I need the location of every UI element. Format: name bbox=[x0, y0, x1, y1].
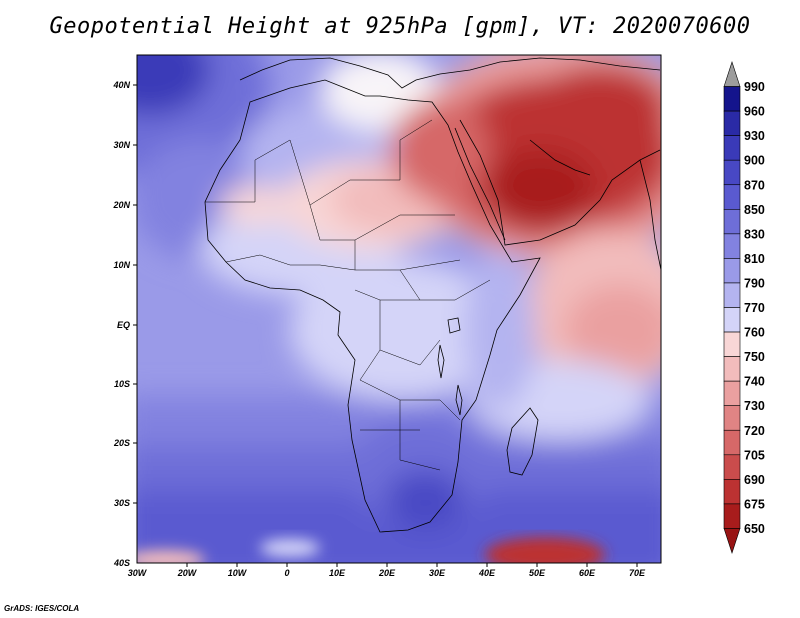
colorbar-level-label: 720 bbox=[744, 424, 765, 438]
africa-coastline bbox=[204, 79, 541, 533]
colorbar-segment bbox=[723, 233, 741, 259]
colorbar-segment bbox=[723, 135, 741, 161]
colorbar-segment bbox=[723, 380, 741, 406]
colorbar-segment bbox=[723, 356, 741, 382]
lat-label: EQ bbox=[117, 320, 130, 330]
lon-label: 40E bbox=[478, 568, 496, 578]
colorbar-level-label: 675 bbox=[744, 497, 765, 511]
colorbar-segment bbox=[723, 209, 741, 235]
colorbar-segment bbox=[723, 454, 741, 480]
colorbar-level-label: 790 bbox=[744, 276, 765, 290]
grads-credit: GrADS: IGES/COLA bbox=[4, 604, 80, 613]
colorbar-segment bbox=[723, 282, 741, 308]
colorbar-level-label: 960 bbox=[744, 105, 765, 119]
lon-label: 10E bbox=[329, 568, 346, 578]
colorbar-cap-top bbox=[723, 61, 741, 87]
lat-label: 20N bbox=[112, 200, 130, 210]
lat-label: 20S bbox=[113, 438, 130, 448]
colorbar-segment bbox=[723, 331, 741, 357]
arabia-coastline bbox=[459, 119, 661, 246]
colorbar-level-label: 740 bbox=[744, 375, 765, 389]
colorbar-level-label: 690 bbox=[744, 473, 765, 487]
lon-label: 0 bbox=[284, 568, 289, 578]
lon-label: 20W bbox=[177, 568, 198, 578]
persian-gulf-coast bbox=[529, 139, 591, 176]
lon-label: 50E bbox=[529, 568, 546, 578]
colorbar-segment bbox=[723, 503, 741, 529]
lon-label: 30W bbox=[128, 568, 148, 578]
page-title: Geopotential Height at 925hPa [gpm], VT:… bbox=[49, 14, 751, 39]
lake-tanganyika bbox=[437, 344, 445, 379]
colorbar-segment bbox=[723, 429, 741, 456]
axis-ticks bbox=[133, 84, 638, 567]
colorbar-level-label: 930 bbox=[744, 129, 765, 143]
colorbar-segment bbox=[723, 184, 741, 210]
lat-label: 40N bbox=[112, 80, 130, 90]
longitude-labels: 30W 20W 10W 0 10E 20E 30E 40E 50E 60E 70… bbox=[128, 568, 646, 578]
india-coastline bbox=[639, 159, 661, 271]
country-borders bbox=[205, 119, 491, 471]
colorbar-segment bbox=[723, 479, 741, 505]
colorbar-level-label: 705 bbox=[744, 448, 765, 462]
latitude-labels: 40N 30N 20N 10N EQ 10S 20S 30S 40S bbox=[112, 80, 130, 568]
map-frame bbox=[136, 54, 662, 564]
colorbar-level-label: 650 bbox=[744, 522, 765, 536]
lon-label: 30E bbox=[429, 568, 446, 578]
madagascar-coastline bbox=[506, 407, 539, 476]
lake-malawi bbox=[455, 384, 463, 416]
colorbar-segment bbox=[723, 307, 741, 333]
colorbar-segment bbox=[723, 405, 741, 431]
lat-label: 40S bbox=[113, 558, 130, 568]
lake-victoria bbox=[447, 317, 461, 334]
colorbar-level-label: 810 bbox=[744, 252, 765, 266]
colorbar-level-label: 830 bbox=[744, 227, 765, 241]
colorbar-level-label: 870 bbox=[744, 178, 765, 192]
geopotential-field bbox=[137, 55, 661, 563]
colorbar-level-label: 990 bbox=[744, 80, 765, 94]
colorbar-level-label: 850 bbox=[744, 203, 765, 217]
lon-label: 20E bbox=[378, 568, 396, 578]
lat-label: 10S bbox=[114, 379, 130, 389]
colorbar-level-label: 760 bbox=[744, 326, 765, 340]
lon-label: 70E bbox=[629, 568, 646, 578]
colorbar-level-label: 750 bbox=[744, 350, 765, 364]
red-sea-coast bbox=[454, 127, 506, 241]
colorbar-cap-bottom bbox=[723, 528, 741, 554]
colorbar: 990 960 930 900 870 850 830 810 790 770 760 750 740 7… bbox=[723, 61, 765, 554]
colorbar-segment bbox=[723, 159, 741, 186]
colorbar-segment bbox=[723, 86, 741, 112]
lat-label: 30S bbox=[114, 498, 130, 508]
lon-label: 60E bbox=[579, 568, 596, 578]
lat-label: 30N bbox=[113, 140, 130, 150]
lon-label: 10W bbox=[228, 568, 248, 578]
colorbar-level-label: 900 bbox=[744, 154, 765, 168]
colorbar-segment bbox=[723, 110, 741, 136]
colorbar-segment bbox=[723, 258, 741, 284]
colorbar-level-label: 770 bbox=[744, 301, 765, 315]
lat-label: 10N bbox=[113, 260, 130, 270]
coastline-layer bbox=[204, 57, 661, 533]
colorbar-level-label: 730 bbox=[744, 399, 765, 413]
europe-coastline bbox=[239, 57, 661, 89]
